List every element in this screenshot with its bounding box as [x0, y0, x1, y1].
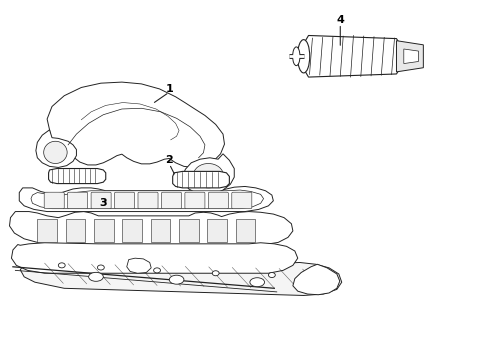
Polygon shape	[94, 220, 114, 242]
Ellipse shape	[293, 47, 300, 66]
Polygon shape	[396, 41, 423, 72]
FancyBboxPatch shape	[138, 192, 158, 209]
Circle shape	[212, 271, 219, 276]
Ellipse shape	[169, 275, 184, 284]
Polygon shape	[236, 220, 255, 242]
Polygon shape	[66, 220, 85, 242]
Ellipse shape	[44, 141, 67, 163]
Circle shape	[154, 268, 160, 273]
Polygon shape	[9, 212, 293, 244]
Circle shape	[269, 273, 275, 278]
Text: 4: 4	[336, 15, 344, 26]
Polygon shape	[37, 220, 57, 242]
FancyBboxPatch shape	[232, 192, 252, 209]
Polygon shape	[31, 190, 264, 209]
Polygon shape	[404, 49, 418, 64]
FancyBboxPatch shape	[44, 192, 64, 209]
FancyBboxPatch shape	[115, 192, 135, 209]
Ellipse shape	[89, 273, 103, 281]
Text: 1: 1	[166, 84, 173, 94]
Polygon shape	[36, 130, 76, 167]
Ellipse shape	[297, 40, 310, 73]
Circle shape	[58, 263, 65, 268]
Polygon shape	[49, 168, 106, 184]
Polygon shape	[293, 264, 340, 295]
Polygon shape	[182, 154, 234, 195]
Text: 3: 3	[99, 198, 107, 208]
Polygon shape	[151, 220, 170, 242]
Polygon shape	[127, 258, 151, 273]
Polygon shape	[179, 220, 198, 242]
Polygon shape	[47, 82, 224, 167]
Polygon shape	[11, 243, 298, 273]
Text: 2: 2	[166, 155, 173, 165]
FancyBboxPatch shape	[185, 192, 205, 209]
Polygon shape	[19, 186, 273, 212]
Ellipse shape	[250, 278, 265, 287]
FancyBboxPatch shape	[91, 192, 111, 209]
Polygon shape	[122, 220, 142, 242]
Polygon shape	[301, 36, 404, 77]
Polygon shape	[172, 171, 229, 188]
Polygon shape	[207, 220, 227, 242]
FancyBboxPatch shape	[208, 192, 228, 209]
Ellipse shape	[193, 163, 223, 188]
FancyBboxPatch shape	[68, 192, 88, 209]
Polygon shape	[20, 253, 342, 296]
FancyBboxPatch shape	[161, 192, 181, 209]
Circle shape	[98, 265, 104, 270]
